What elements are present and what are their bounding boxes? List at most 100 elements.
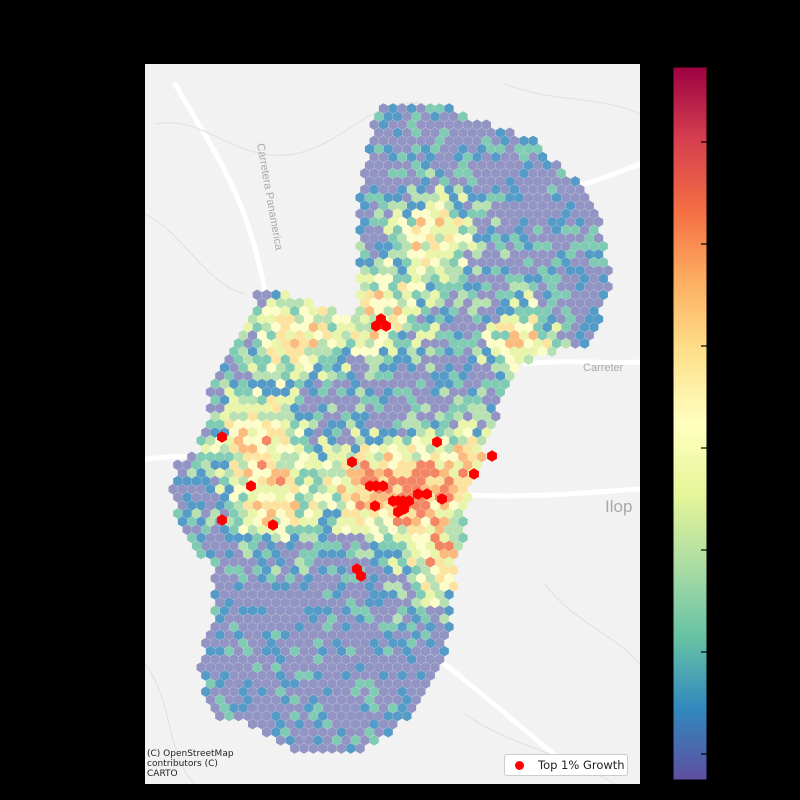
hex-cell	[196, 516, 206, 527]
hex-cell	[411, 500, 421, 511]
hex-cell	[341, 508, 351, 519]
hex-cell	[388, 184, 398, 195]
hex-cell	[378, 621, 389, 633]
hex-cell	[374, 516, 384, 527]
hex-cell	[173, 508, 183, 519]
hex-cell	[332, 459, 342, 471]
hex-cell	[467, 402, 477, 414]
hex-cell	[509, 265, 519, 276]
hex-cell	[341, 427, 351, 438]
hex-cell	[378, 265, 389, 276]
hex-cell	[393, 694, 403, 706]
hex-cell	[491, 216, 501, 228]
hex-cell	[519, 297, 529, 309]
hex-cell	[271, 726, 281, 738]
hex-cell	[346, 516, 356, 527]
hex-cell	[407, 508, 417, 519]
hex-cell	[584, 232, 594, 244]
hex-cell	[547, 184, 557, 195]
hex-cell	[472, 232, 482, 244]
hex-cell	[425, 540, 435, 552]
hex-cell	[407, 702, 417, 714]
hex-cell	[589, 305, 599, 317]
hex-cell	[304, 411, 314, 422]
hex-cell	[280, 386, 290, 398]
hex-cell	[299, 726, 309, 738]
hex-cell	[308, 629, 318, 641]
hex-cell	[383, 710, 393, 722]
hex-cell	[552, 208, 562, 220]
hex-cell	[388, 718, 398, 730]
hex-cell	[374, 111, 384, 122]
hex-cell	[393, 402, 403, 414]
hex-cell	[425, 265, 435, 276]
hex-cell	[266, 297, 276, 309]
hex-cell	[205, 451, 216, 463]
hex-cell	[285, 427, 295, 438]
hex-cell	[402, 694, 412, 706]
hex-cell	[444, 475, 454, 487]
hex-cell	[266, 670, 276, 681]
hex-cell	[388, 119, 398, 130]
hex-cell	[416, 411, 426, 422]
hex-cell	[495, 257, 505, 268]
hex-cell	[355, 645, 365, 657]
hex-cell	[388, 151, 398, 163]
hex-cell	[393, 613, 403, 625]
hex-cell	[378, 394, 389, 406]
hex-cell	[248, 556, 258, 568]
hex-cell	[336, 629, 346, 641]
hex-cell	[290, 564, 300, 576]
hex-cell	[219, 475, 230, 487]
hex-cell	[257, 686, 267, 697]
hex-cell	[318, 581, 328, 592]
hex-cell	[369, 378, 379, 390]
hex-cell	[243, 500, 253, 511]
hex-cell	[210, 686, 220, 697]
hex-cell	[472, 297, 482, 309]
hex-cell	[299, 435, 309, 446]
hex-cell	[547, 281, 557, 292]
hex-cell	[336, 370, 346, 382]
hex-cell	[332, 443, 342, 454]
hex-cell	[383, 581, 393, 592]
hex-cell	[364, 645, 375, 657]
hex-cell	[364, 597, 375, 608]
hex-cell	[243, 451, 253, 463]
hex-cell	[383, 305, 393, 317]
hex-cell	[285, 475, 295, 487]
hex-cell	[304, 313, 314, 325]
hex-cell	[313, 670, 323, 681]
hex-cell	[346, 386, 356, 398]
hex-cell	[397, 686, 407, 697]
hex-cell	[425, 637, 435, 649]
hex-cell	[210, 573, 220, 584]
hex-cell	[542, 257, 552, 268]
hex-cell	[313, 702, 323, 714]
hex-cell	[205, 662, 216, 673]
hex-cell	[430, 402, 440, 414]
hex-cell	[397, 313, 407, 325]
hex-cell	[552, 257, 562, 268]
hex-cell	[453, 135, 463, 147]
hex-cell	[491, 249, 501, 260]
hex-cell	[360, 686, 370, 697]
hex-cell	[570, 257, 580, 268]
hex-cell	[238, 492, 248, 503]
map-attribution: (C) OpenStreetMap contributors (C) CARTO	[147, 749, 234, 779]
hex-cell	[201, 524, 211, 535]
hex-cell	[407, 670, 417, 681]
hex-cell	[248, 540, 258, 552]
hex-cell	[388, 346, 398, 357]
hex-cell	[243, 419, 253, 430]
hex-cell	[318, 435, 328, 446]
top-growth-hex	[347, 456, 357, 468]
hex-cell	[388, 686, 398, 697]
hex-cell	[486, 273, 496, 284]
hex-cell	[598, 289, 608, 301]
hex-cell	[369, 216, 379, 228]
hex-cell	[449, 338, 459, 349]
hex-cell	[393, 516, 403, 527]
hex-cell	[219, 654, 230, 665]
hex-cell	[523, 224, 534, 236]
